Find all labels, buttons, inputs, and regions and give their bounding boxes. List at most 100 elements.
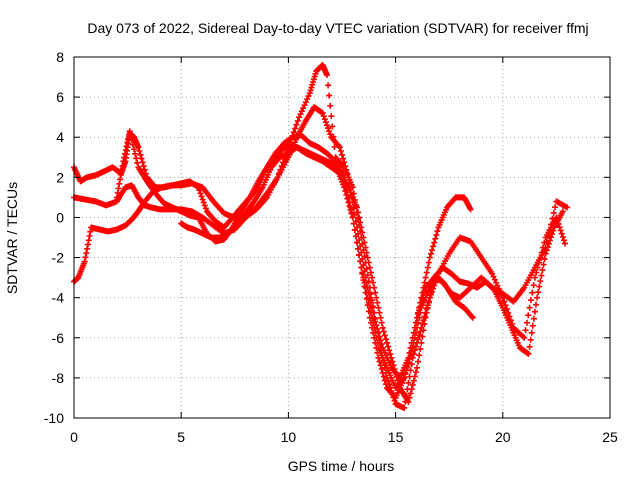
data-point — [371, 324, 378, 331]
y-axis-label: SDTVAR / TECUs — [4, 182, 20, 294]
data-point — [345, 199, 352, 206]
data-point — [421, 279, 428, 286]
data-point — [406, 356, 413, 363]
data-point — [490, 285, 497, 292]
data-point — [121, 150, 128, 157]
data-point — [382, 336, 389, 343]
data-point — [420, 327, 427, 334]
data-point — [136, 148, 143, 155]
data-point — [540, 261, 547, 268]
data-point — [119, 162, 126, 169]
data-point — [543, 247, 550, 254]
data-point — [417, 328, 424, 335]
data-point — [419, 333, 426, 340]
data-point — [363, 249, 370, 256]
data-point — [328, 113, 335, 120]
data-point — [415, 358, 422, 365]
data-point — [493, 279, 500, 286]
data-point — [120, 158, 127, 165]
data-point — [374, 326, 381, 333]
data-point — [81, 258, 88, 265]
data-point — [416, 314, 423, 321]
data-point — [362, 284, 369, 291]
data-point — [380, 373, 387, 380]
data-point — [405, 359, 412, 366]
data-point — [376, 309, 383, 316]
data-point — [329, 123, 336, 130]
data-point — [121, 154, 128, 161]
data-point — [534, 294, 541, 301]
data-point — [344, 195, 351, 202]
data-point — [357, 219, 364, 226]
y-tick-label: -4 — [52, 290, 65, 306]
data-point — [373, 294, 380, 301]
data-point — [129, 141, 136, 148]
chart-title: Day 073 of 2022, Sidereal Day-to-day VTE… — [87, 20, 588, 36]
axis-ticks — [73, 56, 611, 419]
y-tick-label: 6 — [56, 89, 64, 105]
data-point — [349, 214, 356, 221]
data-point — [529, 289, 536, 296]
data-point — [549, 230, 556, 237]
data-point — [390, 362, 397, 369]
data-point — [374, 339, 381, 346]
data-point — [360, 274, 367, 281]
data-point — [522, 327, 529, 334]
data-point — [433, 231, 440, 238]
data-point — [127, 132, 134, 139]
y-tick-label: -6 — [52, 330, 65, 346]
data-point — [139, 159, 146, 166]
data-point — [412, 369, 419, 376]
data-point — [544, 244, 551, 251]
data-point — [361, 239, 368, 246]
data-series — [71, 104, 571, 381]
data-point — [370, 319, 377, 326]
data-point — [198, 193, 205, 200]
data-point — [542, 250, 549, 257]
data-point — [421, 288, 428, 295]
data-point — [124, 139, 131, 146]
data-point — [530, 282, 537, 289]
data-series — [178, 144, 566, 405]
data-point — [356, 214, 363, 221]
data-point — [539, 267, 546, 274]
data-points — [71, 62, 571, 411]
data-point — [550, 209, 557, 216]
data-point — [434, 228, 441, 235]
data-point — [403, 367, 410, 374]
data-point — [529, 322, 536, 329]
data-point — [355, 209, 362, 216]
data-point — [116, 180, 123, 187]
data-point — [416, 352, 423, 359]
data-series — [113, 128, 476, 391]
data-point — [404, 363, 411, 370]
data-point — [114, 189, 121, 196]
data-point — [346, 203, 353, 210]
y-tick-label: -8 — [52, 370, 65, 386]
data-point — [83, 250, 90, 257]
data-point — [410, 339, 417, 346]
data-point — [372, 289, 379, 296]
data-point — [117, 176, 124, 183]
data-point — [559, 208, 566, 215]
data-point — [394, 377, 401, 384]
data-point — [113, 194, 120, 201]
data-point — [135, 144, 142, 151]
data-point — [321, 116, 328, 123]
data-point — [537, 278, 544, 285]
data-point — [138, 155, 145, 162]
data-point — [358, 224, 365, 231]
data-point — [131, 146, 138, 153]
data-point — [548, 221, 555, 228]
data-point — [140, 163, 147, 170]
data-point — [373, 334, 380, 341]
data-point — [380, 328, 387, 335]
data-point — [362, 244, 369, 251]
data-point — [525, 312, 532, 319]
data-point — [414, 324, 421, 331]
data-point — [376, 358, 383, 365]
data-point — [85, 237, 92, 244]
data-point — [197, 190, 204, 197]
data-point — [347, 206, 354, 213]
data-point — [379, 324, 386, 331]
